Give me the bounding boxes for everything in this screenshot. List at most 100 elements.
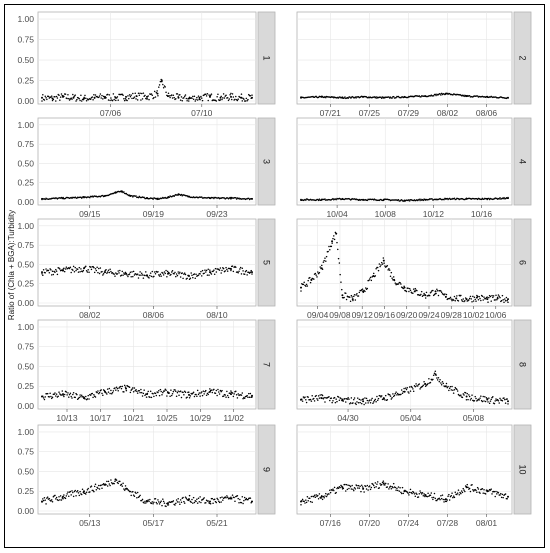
panel-6-trend-point	[393, 279, 396, 282]
panel-6-trend-point	[437, 294, 440, 297]
panel-7-trend-point	[199, 395, 201, 397]
panel-6-data-point	[403, 286, 406, 289]
panel-6-trend-point	[464, 297, 467, 299]
panel-6-trend-point	[362, 291, 365, 294]
panel-7-trend-point	[202, 390, 205, 392]
panel-7-trend-point	[209, 388, 211, 390]
panel-7-trend-point	[216, 394, 218, 397]
panel-8-trend-point	[494, 400, 496, 402]
panel-1-trend-point	[112, 93, 115, 95]
panel-10-trend-point	[349, 485, 352, 488]
panel-7-trend-point	[69, 392, 72, 394]
x-tick-label: 05/13	[79, 518, 101, 528]
panel-5-trend-point	[242, 270, 244, 272]
panel-5-trend-point	[86, 271, 89, 273]
panel-1-trend-point	[55, 95, 58, 98]
panel-5-trend-point	[201, 269, 204, 272]
panel-1-trend-point	[111, 99, 114, 102]
panel-8-trend-point	[504, 398, 506, 401]
panel-10-trend-point	[456, 492, 459, 494]
panel-7-trend-point	[161, 394, 163, 396]
panel-1-trend-point	[71, 98, 73, 100]
panel-10-trend-point	[301, 498, 304, 501]
panel-7-trend-point	[66, 394, 68, 396]
panel-1-trend-point	[93, 97, 96, 99]
panel-8-trend-point	[501, 399, 504, 402]
panel-6-trend-point	[309, 276, 311, 279]
x-tick-label: 07/06	[100, 108, 122, 118]
panel-5-trend-point	[171, 270, 174, 272]
panel-5-trend-point	[141, 274, 144, 276]
x-tick-label: 09/28	[441, 310, 463, 320]
panel-4-trend-point	[305, 199, 307, 201]
panel-1-trend-point	[108, 94, 111, 96]
panel-8-trend-point	[415, 383, 417, 385]
panel-8-trend-point	[478, 399, 480, 401]
panel-9-trend-point	[155, 501, 158, 504]
panel-1-trend-point	[246, 99, 248, 102]
panel-7-trend-point	[229, 392, 231, 394]
panel-7-trend-point	[132, 390, 135, 393]
panel-7-trend-point	[83, 396, 85, 398]
panel-8-trend-point	[442, 382, 445, 385]
panel-6-trend-point	[369, 276, 372, 279]
panel-9-trend-point	[241, 495, 244, 498]
panel-3-trend-point	[61, 197, 64, 200]
panel-6-trend-point	[502, 298, 504, 301]
panel-9-trend-point	[97, 487, 99, 490]
x-tick-label: 08/10	[206, 310, 228, 320]
panel-4-trend-point	[335, 198, 337, 201]
x-tick-label: 04/30	[337, 413, 359, 423]
panel-7-trend-point	[170, 394, 173, 397]
panel-7-trend-point	[55, 393, 58, 395]
panel-10-trend-point	[456, 493, 458, 496]
panel-5-trend-point	[230, 269, 232, 272]
panel-4-trend-point	[499, 197, 501, 199]
panel-5-trend-point	[139, 271, 141, 273]
panel-6-trend-point	[399, 282, 401, 284]
panel-10-trend-point	[482, 492, 484, 494]
panel-8-trend-point	[424, 383, 426, 385]
x-tick-label: 07/25	[359, 108, 381, 118]
panel-6-trend-point	[451, 299, 453, 302]
panel-10-trend-point	[301, 499, 303, 502]
panel-10-trend-point	[344, 483, 346, 486]
panel-1-trend-point	[124, 98, 127, 100]
panel-6-trend-point	[424, 297, 427, 299]
panel-8-trend-point	[368, 399, 371, 401]
panel-5-trend-point	[107, 269, 110, 272]
panel-2-trend-point	[347, 97, 349, 99]
panel-1-trend-point	[50, 95, 53, 97]
panel-9-data-point	[209, 500, 211, 503]
panel-10-trend-point	[481, 487, 484, 490]
panel-5-trend-point	[50, 274, 53, 276]
x-tick-label: 07/24	[398, 518, 420, 528]
panel-4-strip	[513, 117, 532, 206]
panel-10-trend-point	[467, 486, 469, 489]
panel-7-trend-point	[128, 386, 131, 389]
panel-9-trend-point	[64, 497, 67, 500]
panel-7-trend-point	[79, 394, 81, 396]
panel-6-trend-point	[432, 289, 434, 292]
panel-1-trend-point	[58, 94, 60, 97]
panel-10-trend-point	[414, 495, 417, 498]
panel-9-trend-point	[143, 502, 145, 504]
panel-10-trend-point	[353, 489, 355, 492]
panel-7-trend-point	[189, 395, 192, 397]
panel-6-trend-point	[424, 294, 426, 296]
panel-5-trend-point	[209, 272, 212, 274]
panel-8-trend-point	[360, 402, 363, 405]
panel-6-trend-point	[313, 278, 315, 280]
panel-10-trend-point	[333, 486, 336, 489]
panel-10-trend-point	[436, 499, 438, 502]
panel-1-trend-point	[183, 95, 186, 97]
panel-7-trend-point	[225, 396, 227, 398]
panel-10-data-point	[382, 482, 385, 485]
panel-7-trend-point	[117, 389, 119, 392]
y-tick-label: 0.25	[17, 381, 34, 391]
panel-8-trend-point	[310, 400, 313, 402]
panel-1-trend-point	[136, 99, 139, 101]
panel-9-trend-point	[159, 501, 162, 504]
panel-8-trend-point	[436, 379, 439, 381]
panel-10-trend-point	[479, 492, 481, 494]
